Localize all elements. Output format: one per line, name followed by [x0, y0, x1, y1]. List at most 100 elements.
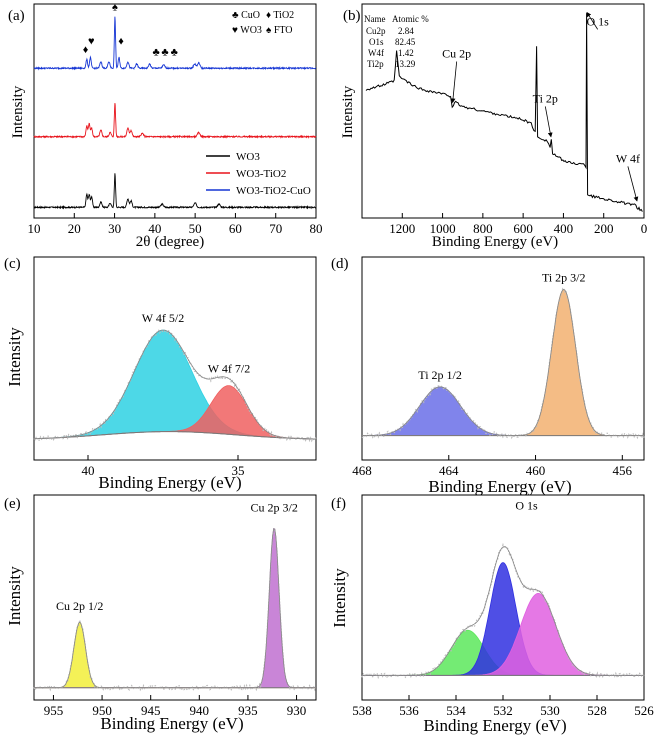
x-tick-label: 456 — [613, 463, 633, 478]
phase-marker: ♣ — [152, 46, 159, 58]
series-line-wo3-tio2-cuo — [33, 16, 317, 71]
background-line — [34, 431, 316, 440]
panel-b-ylabel: Intensity — [340, 85, 356, 138]
panel-b-atomic-table: Name Atomic % Cu2p 2.84 O1s 82.45 W4f 1.… — [364, 14, 429, 69]
plot-frame-b — [361, 3, 645, 219]
x-tick-label: 538 — [352, 703, 372, 718]
peak-label: O 1s — [586, 14, 609, 28]
x-tick-label: 0 — [641, 221, 648, 236]
peak-label: Cu 2p — [442, 47, 471, 61]
raw-data-line — [361, 542, 645, 680]
table-row-name: Cu2p — [366, 26, 386, 36]
table-row-name: W4f — [368, 48, 384, 58]
x-tick-label: 528 — [587, 703, 607, 718]
panel-a-legend: WO3 WO3-TiO2 WO3-TiO2-CuO — [206, 151, 311, 197]
panel-e-label: (e) — [4, 496, 21, 512]
peak-arrow — [627, 166, 639, 202]
x-tick-label: 70 — [269, 221, 282, 236]
x-tick-label: 955 — [44, 703, 64, 718]
panel-a-xrd: (a) 10 20 30 40 50 60 70 80♦♥♠♦♣ ♣ ♣ 2θ (degree) … — [8, 1, 323, 250]
table-row-name: O1s — [369, 37, 384, 47]
panel-b-label: (b) — [343, 8, 361, 24]
panel-f-ylabel: Intensity — [330, 568, 349, 628]
legend-label-wo3-tio2: WO3-TiO2 — [236, 168, 286, 180]
marker-legend-fto: ♠ FTO — [266, 25, 293, 36]
envelope-line — [362, 546, 644, 676]
panel-b-xps-survey: (b) 1200 1000 800 600 400 200 0 O 1s Cu 2p Ti 2p W… — [340, 3, 648, 250]
phase-marker: ♦ — [83, 44, 89, 56]
x-tick-label: 20 — [68, 221, 81, 236]
panel-a-label: (a) — [8, 8, 25, 24]
x-tick-label: 30 — [108, 221, 121, 236]
x-tick-label: 40 — [82, 463, 95, 478]
panel-d-ti2p: (d) 468 464 460 456 Ti 2p 1/2 Ti 2p 3/2 Bindi… — [331, 256, 645, 496]
series-line-wo3 — [33, 173, 317, 210]
x-tick-label: 200 — [594, 221, 614, 236]
x-tick-label: 60 — [229, 221, 242, 236]
x-tick-label: 460 — [526, 463, 546, 478]
table-header-atomic: Atomic % — [392, 14, 429, 24]
x-tick-label: 80 — [310, 221, 323, 236]
panel-b-xlabel: Binding Energy (eV) — [432, 234, 558, 250]
fit-component — [362, 386, 644, 436]
table-row-value: 1.42 — [398, 48, 414, 58]
x-tick-label: 534 — [446, 703, 466, 718]
x-tick-label: 468 — [352, 463, 372, 478]
peak-label: O 1s — [515, 498, 538, 512]
x-tick-label: 930 — [287, 703, 307, 718]
plot-frame-a — [33, 3, 317, 219]
legend-label-wo3-tio2-cuo: WO3-TiO2-CuO — [236, 185, 311, 197]
x-tick-label: 1000 — [430, 221, 456, 236]
envelope-line — [34, 528, 316, 689]
phase-marker: ♦ — [118, 36, 124, 48]
panel-d-label: (d) — [331, 256, 349, 272]
envelope-line — [362, 289, 644, 436]
plot-frame-d — [361, 256, 645, 461]
fit-component — [34, 329, 316, 440]
panel-a-ylabel: Intensity — [10, 85, 26, 138]
series-line-wo3-tio2 — [33, 103, 317, 139]
x-tick-label: 935 — [238, 703, 258, 718]
x-tick-label: 945 — [141, 703, 161, 718]
marker-legend-wo3: ♥ WO3 — [232, 25, 262, 36]
fit-component — [362, 562, 644, 676]
x-tick-label: 1200 — [389, 221, 415, 236]
panel-f-label: (f) — [331, 496, 346, 512]
x-tick-label: 50 — [189, 221, 202, 236]
x-tick-label: 35 — [232, 463, 245, 478]
table-row-value: 82.45 — [395, 37, 416, 47]
panel-e-xlabel: Binding Energy (eV) — [100, 714, 243, 733]
x-tick-label: 40 — [148, 221, 161, 236]
marker-legend-tio2: ♦ TiO2 — [266, 10, 294, 21]
x-tick-label: 400 — [554, 221, 574, 236]
x-tick-label: 10 — [28, 221, 41, 236]
panel-f-xlabel: Binding Energy (eV) — [423, 716, 566, 735]
peak-label: W 4f 5/2 — [142, 311, 184, 325]
envelope-line — [34, 329, 316, 440]
marker-legend-cuo: ♣ CuO — [232, 10, 260, 21]
table-row-value: 2.84 — [398, 26, 414, 36]
panel-d-xlabel: Binding Energy (eV) — [428, 477, 571, 496]
peak-label: Ti 2p — [533, 91, 558, 105]
panel-c-xlabel: Binding Energy (eV) — [98, 473, 241, 492]
x-tick-label: 464 — [439, 463, 459, 478]
phase-marker: ♣ — [171, 46, 178, 58]
plot-frame-c — [33, 256, 317, 461]
panel-f-o1s: (f) 538 536 534 532 530 528 526 O 1s Binding En… — [330, 494, 654, 735]
panel-a-marker-legend: ♣ CuO ♦ TiO2 ♥ WO3 ♠ FTO — [232, 10, 294, 36]
panel-c-label: (c) — [4, 256, 21, 272]
panel-c-ylabel: Intensity — [5, 327, 24, 387]
phase-marker: ♠ — [112, 1, 118, 13]
peak-label: Cu 2p 3/2 — [251, 500, 298, 514]
x-tick-label: 950 — [92, 703, 112, 718]
survey-spectrum-line — [365, 13, 643, 212]
x-tick-label: 530 — [540, 703, 560, 718]
peak-label: Cu 2p 1/2 — [56, 599, 103, 613]
table-row-value: 13.29 — [395, 59, 416, 69]
plot-frame-e — [33, 494, 317, 701]
phase-marker: ♥ — [88, 36, 95, 48]
peak-arrow — [450, 61, 458, 104]
x-tick-label: 600 — [513, 221, 533, 236]
x-tick-label: 536 — [399, 703, 419, 718]
